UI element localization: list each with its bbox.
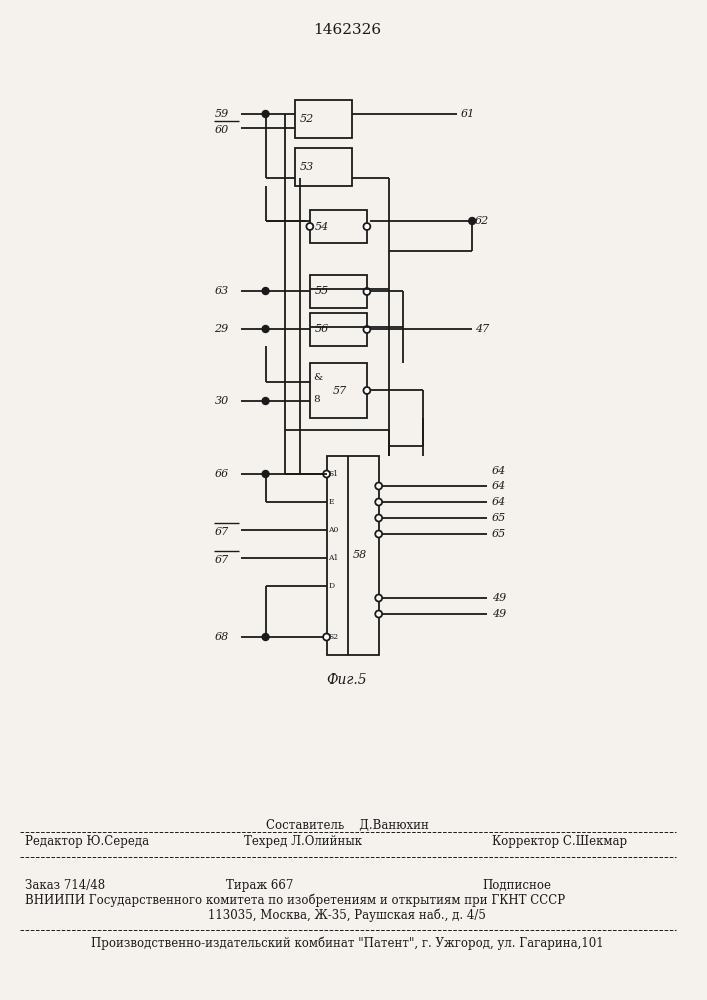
Text: Производственно-издательский комбинат "Патент", г. Ужгород, ул. Гагарина,101: Производственно-издательский комбинат "П… xyxy=(91,936,604,950)
Text: 47: 47 xyxy=(475,324,489,334)
Text: 49: 49 xyxy=(492,609,506,619)
Text: 68: 68 xyxy=(214,632,228,642)
Bar xyxy=(295,100,352,138)
Circle shape xyxy=(375,483,382,489)
Circle shape xyxy=(323,634,330,641)
Text: 56: 56 xyxy=(315,324,329,334)
Text: 58: 58 xyxy=(353,550,368,560)
Text: A1: A1 xyxy=(329,554,339,562)
Circle shape xyxy=(363,326,370,333)
Circle shape xyxy=(363,387,370,394)
Text: 57: 57 xyxy=(332,385,346,395)
Text: Подписное: Подписное xyxy=(482,879,551,892)
Circle shape xyxy=(375,610,382,617)
Text: 59: 59 xyxy=(214,109,228,119)
Text: ВНИИПИ Государственного комитета по изобретениям и открытиям при ГКНТ СССР: ВНИИПИ Государственного комитета по изоб… xyxy=(25,893,565,907)
Text: Фиг.5: Фиг.5 xyxy=(326,673,366,687)
Text: Техред Л.Олийнык: Техред Л.Олийнык xyxy=(244,836,362,848)
Circle shape xyxy=(375,530,382,538)
Circle shape xyxy=(262,326,269,332)
Text: 66: 66 xyxy=(214,469,228,479)
Text: 63: 63 xyxy=(214,286,228,296)
Circle shape xyxy=(262,110,269,117)
Text: 53: 53 xyxy=(300,162,314,172)
Bar xyxy=(327,456,379,655)
Text: 64: 64 xyxy=(492,497,506,507)
Text: 8: 8 xyxy=(312,395,320,404)
Circle shape xyxy=(363,223,370,230)
Bar xyxy=(310,313,367,346)
Text: Корректор С.Шекмар: Корректор С.Шекмар xyxy=(492,836,627,848)
Bar xyxy=(310,363,367,418)
Circle shape xyxy=(469,218,476,225)
Bar xyxy=(310,210,367,243)
Bar xyxy=(310,275,367,308)
Circle shape xyxy=(262,288,269,294)
Text: E: E xyxy=(329,498,334,506)
Text: 49: 49 xyxy=(492,593,506,603)
Text: 29: 29 xyxy=(214,324,228,334)
Text: Редактор Ю.Середа: Редактор Ю.Середа xyxy=(25,836,148,848)
Text: 60: 60 xyxy=(214,125,228,135)
Circle shape xyxy=(262,471,269,478)
Text: 54: 54 xyxy=(315,222,329,232)
Text: A0: A0 xyxy=(329,526,339,534)
Circle shape xyxy=(375,498,382,506)
Text: 113035, Москва, Ж-35, Раушская наб., д. 4/5: 113035, Москва, Ж-35, Раушская наб., д. … xyxy=(209,908,486,922)
Text: 65: 65 xyxy=(492,513,506,523)
Text: Тираж 667: Тираж 667 xyxy=(226,879,293,892)
Text: 55: 55 xyxy=(315,286,329,296)
Text: 64: 64 xyxy=(492,481,506,491)
Text: 65: 65 xyxy=(492,529,506,539)
Circle shape xyxy=(262,397,269,404)
Text: S2: S2 xyxy=(329,633,339,641)
Text: &: & xyxy=(312,372,322,381)
Bar xyxy=(295,148,352,186)
Text: 52: 52 xyxy=(300,114,314,124)
Text: 67: 67 xyxy=(214,555,228,565)
Text: 1462326: 1462326 xyxy=(313,23,381,37)
Text: D: D xyxy=(329,582,334,590)
Text: 64: 64 xyxy=(492,466,506,476)
Circle shape xyxy=(323,471,330,478)
Text: Заказ 714/48: Заказ 714/48 xyxy=(25,879,105,892)
Text: 61: 61 xyxy=(460,109,474,119)
Circle shape xyxy=(262,634,269,641)
Circle shape xyxy=(375,594,382,601)
Text: 67: 67 xyxy=(214,527,228,537)
Text: S1: S1 xyxy=(329,470,339,478)
Text: 62: 62 xyxy=(475,216,489,226)
Circle shape xyxy=(306,223,313,230)
Circle shape xyxy=(375,514,382,522)
Text: Составитель    Д.Ванюхин: Составитель Д.Ванюхин xyxy=(266,818,428,832)
Text: 30: 30 xyxy=(214,396,228,406)
Circle shape xyxy=(363,288,370,295)
